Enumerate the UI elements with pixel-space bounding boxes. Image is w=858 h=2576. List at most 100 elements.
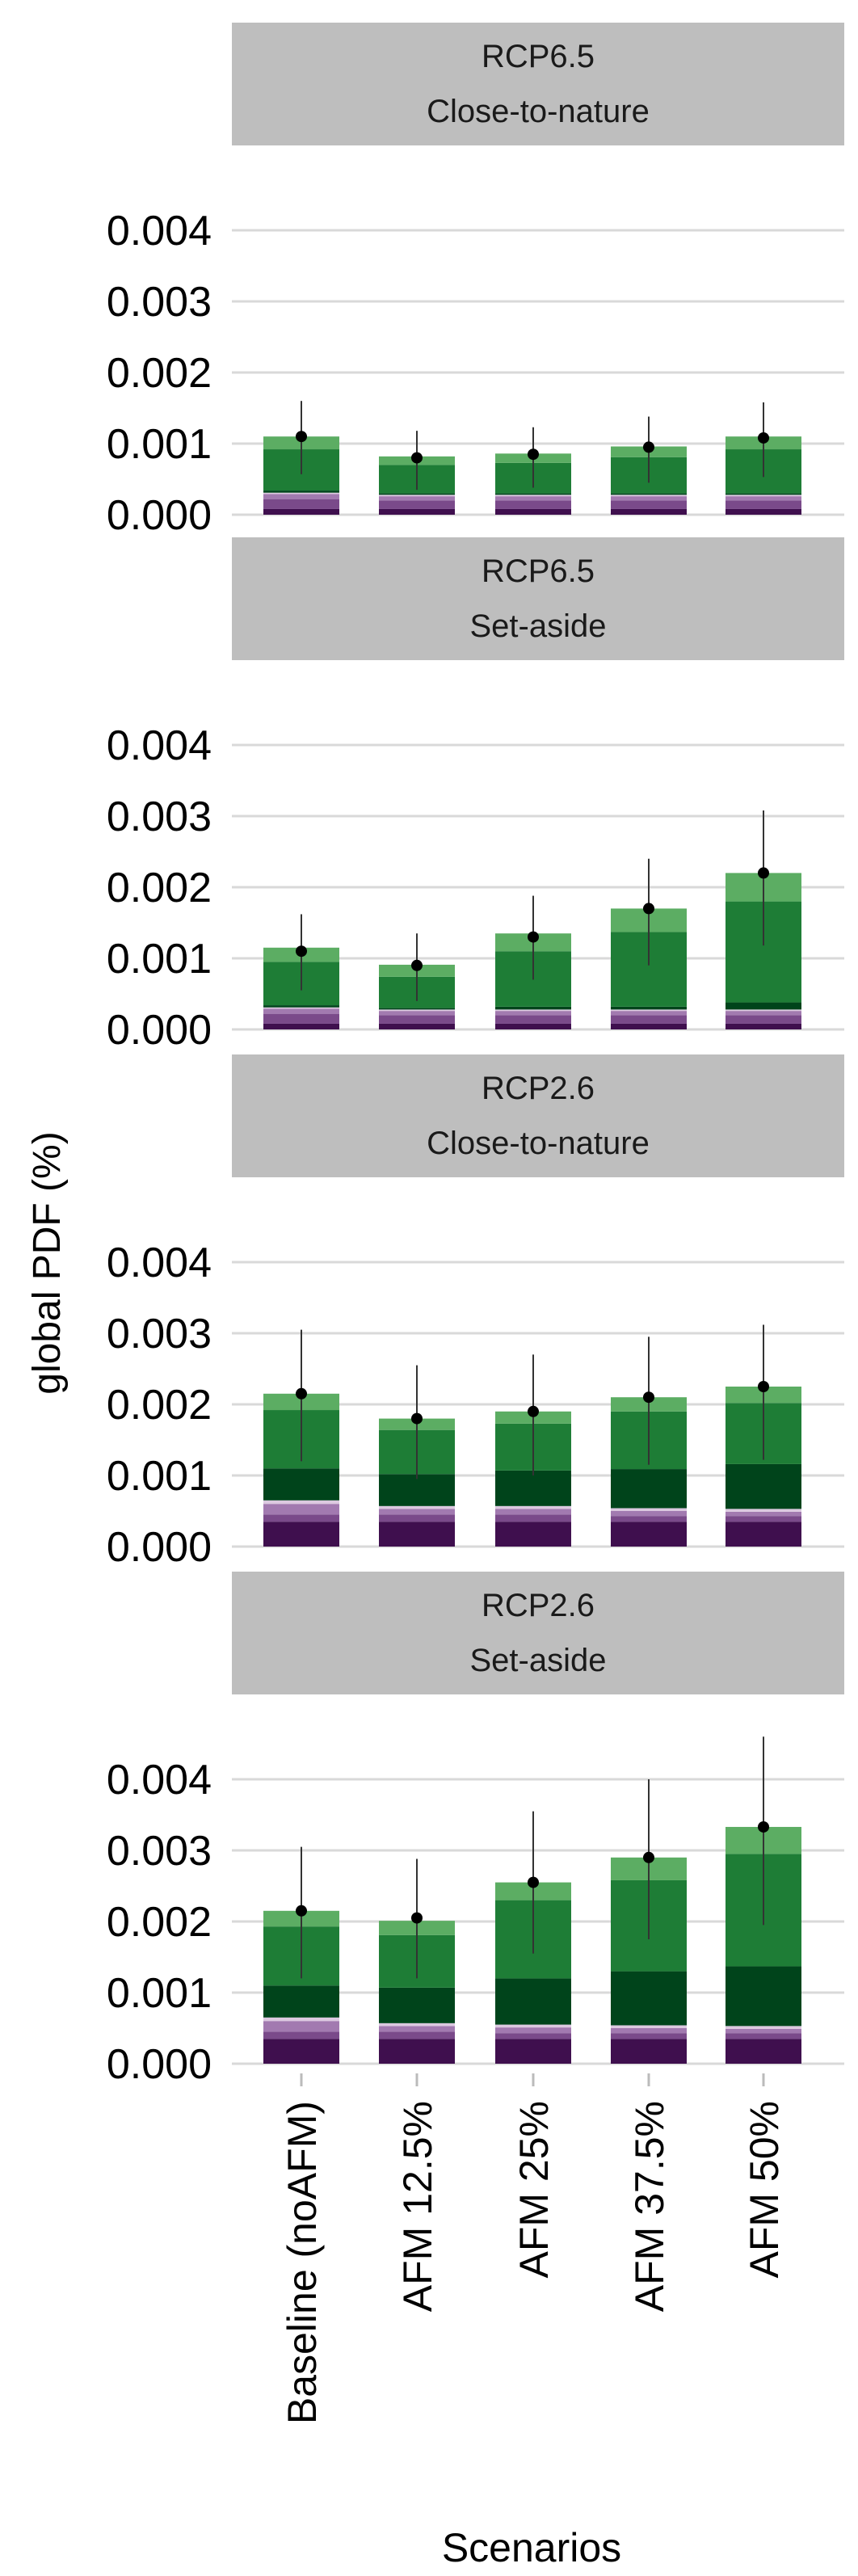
bar-segment <box>495 1006 571 1010</box>
bar-segment <box>379 1514 455 1522</box>
y-tick-label: 0.002 <box>107 350 212 397</box>
bar-segment <box>263 494 339 499</box>
y-tick-label: 0.004 <box>107 1240 212 1286</box>
bar-segment <box>611 2025 687 2028</box>
bar-segment <box>726 2039 801 2064</box>
bar-segment <box>263 1008 339 1014</box>
bar-segment <box>611 500 687 509</box>
bar-segment <box>611 2028 687 2034</box>
bar-segment <box>263 2039 339 2064</box>
bar-segment <box>611 1516 687 1522</box>
bar-segment <box>495 1522 571 1547</box>
y-tick-label: 0.001 <box>107 1453 212 1500</box>
mean-point <box>411 1412 423 1425</box>
bar-segment <box>495 1509 571 1515</box>
mean-point <box>643 441 654 453</box>
bar-segment <box>263 1468 339 1501</box>
bar-segment <box>726 2028 801 2034</box>
panel: RCP6.5 Set-aside 0.000 0.001 0.002 0.003 0.004 <box>107 537 844 1054</box>
bar-segment <box>495 1514 571 1522</box>
bar-segment <box>495 1505 571 1509</box>
bar-segment <box>263 490 339 493</box>
bar-segment <box>263 499 339 509</box>
mean-point <box>643 903 654 915</box>
bar-segment <box>611 495 687 497</box>
mean-point <box>528 448 539 461</box>
y-tick-label: 0.004 <box>107 208 212 255</box>
bar-segment <box>379 1522 455 1547</box>
x-tick-label: AFM 37.5% <box>627 2101 672 2312</box>
bar-segment <box>263 2021 339 2032</box>
mean-point <box>411 959 423 971</box>
mean-point <box>758 431 769 444</box>
bar-segment <box>495 2027 571 2034</box>
bar-segment <box>611 1511 687 1517</box>
y-tick-label: 0.001 <box>107 936 212 983</box>
panel-subtitle: Close-to-nature <box>427 94 650 129</box>
bar-segment <box>379 1009 455 1012</box>
bar-segment <box>611 1009 687 1012</box>
bar-segment <box>611 1011 687 1016</box>
bar-segment <box>726 1966 801 2027</box>
bar-segment <box>611 493 687 495</box>
bar-segment <box>263 1522 339 1547</box>
bar-segment <box>726 1002 801 1010</box>
bar-segment <box>379 1474 455 1506</box>
bar-segment <box>263 508 339 515</box>
y-tick-label: 0.004 <box>107 1757 212 1804</box>
y-tick-label: 0.003 <box>107 279 212 326</box>
bar-segment <box>263 1013 339 1024</box>
mean-point <box>411 1912 423 1924</box>
bar-segment <box>495 2039 571 2064</box>
bar-segment <box>726 508 801 515</box>
panel-strip <box>232 23 844 145</box>
panel: RCP2.6 Close-to-nature 0.000 0.001 0.002 0.00… <box>107 1054 844 1571</box>
bar-segment <box>726 493 801 495</box>
y-tick-label: 0.002 <box>107 1382 212 1429</box>
bar-segment <box>379 493 455 495</box>
panel-strip <box>232 1572 844 1694</box>
y-tick-label: 0.001 <box>107 421 212 468</box>
x-axis-label: Scenarios <box>442 2525 621 2570</box>
bar-segment <box>726 1015 801 1024</box>
bar-segment <box>611 1469 687 1509</box>
y-tick-label: 0.002 <box>107 1899 212 1946</box>
x-tick-label: AFM 25% <box>511 2101 557 2279</box>
bar-segment <box>611 1023 687 1029</box>
panel: RCP6.5 Close-to-nature 0.000 0.001 0.002 0.00… <box>107 23 844 539</box>
bar-segment <box>611 496 687 501</box>
panel-strip <box>232 537 844 660</box>
bar-segment <box>726 2026 801 2029</box>
bar-segment <box>379 2026 455 2032</box>
bar-segment <box>611 1015 687 1024</box>
bar-segment <box>379 2031 455 2039</box>
bar-segment <box>726 1463 801 1509</box>
mean-point <box>296 945 307 958</box>
bar-segment <box>611 1508 687 1511</box>
bar-segment <box>611 508 687 515</box>
bar-segment <box>726 1023 801 1029</box>
bar-segment <box>495 1470 571 1506</box>
bar-segment <box>263 1005 339 1008</box>
mean-point <box>528 931 539 943</box>
bar-segment <box>263 1504 339 1515</box>
panel-title: RCP2.6 <box>482 1588 595 1623</box>
x-tick-label: Baseline (noAFM) <box>280 2101 325 2424</box>
bar-segment <box>263 1514 339 1522</box>
bar-segment <box>495 495 571 497</box>
bar-segment <box>611 1971 687 2026</box>
mean-point <box>296 1387 307 1400</box>
bar-segment <box>726 495 801 497</box>
bar-segment <box>263 1985 339 2018</box>
panel-subtitle: Set-aside <box>470 608 607 644</box>
bar-segment <box>495 2033 571 2039</box>
y-tick-label: 0.000 <box>107 1524 212 1571</box>
x-tick-labels: Baseline (noAFM) AFM 12.5% AFM 25% AFM 37.5… <box>280 2073 787 2424</box>
bar-segment <box>495 493 571 495</box>
bar-segment <box>379 495 455 497</box>
bar-segment <box>495 508 571 515</box>
bar-segment <box>495 1023 571 1029</box>
bar-segment <box>726 1511 801 1517</box>
mean-point <box>758 1820 769 1833</box>
